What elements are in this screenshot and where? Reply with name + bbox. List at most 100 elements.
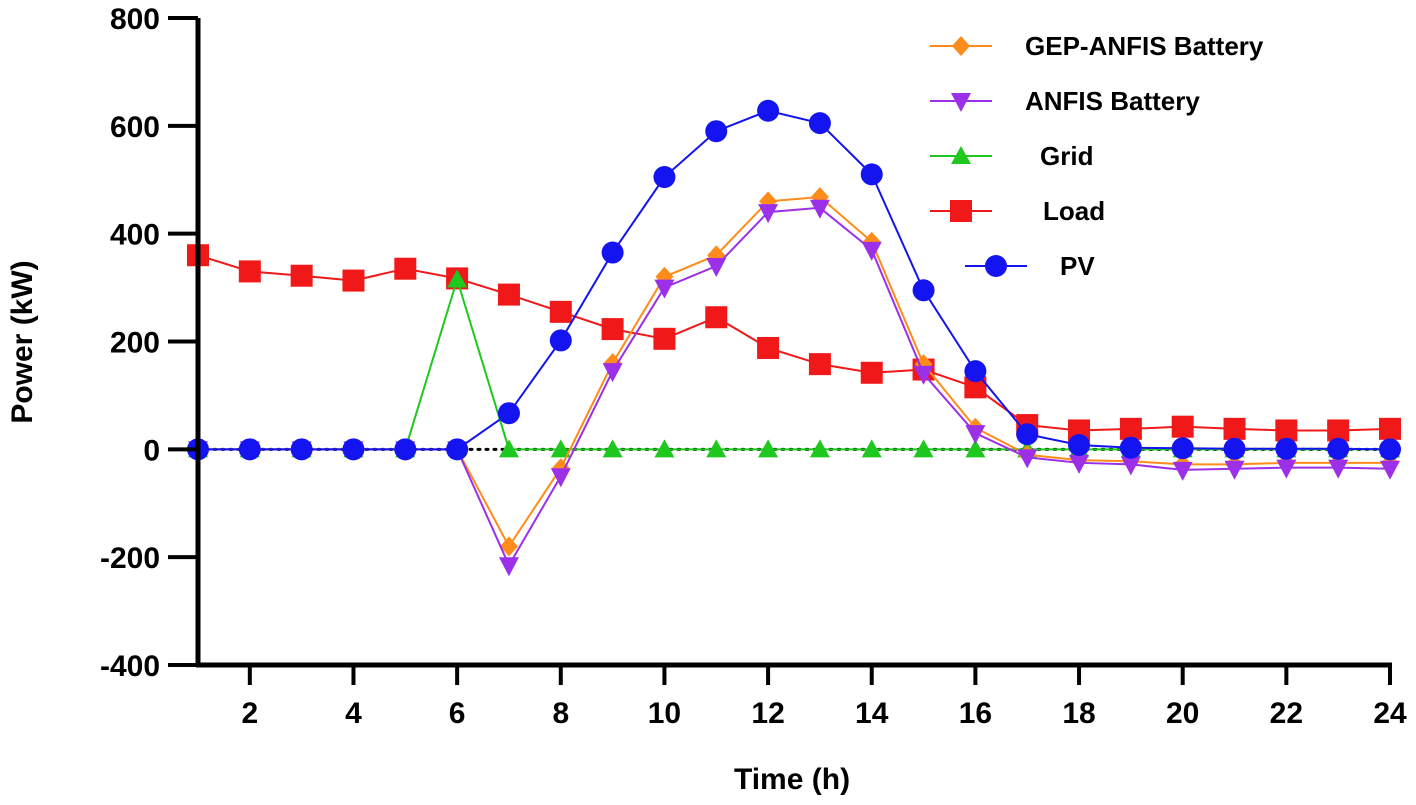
y-tick-label: 200: [110, 327, 160, 360]
legend-label: Grid: [1040, 141, 1093, 171]
data-point-pv: [912, 279, 935, 302]
data-point-load: [1171, 415, 1194, 438]
data-point-anfis-battery: [758, 204, 779, 224]
data-point-grid: [861, 439, 882, 458]
data-point-load: [1275, 419, 1298, 442]
data-point-pv: [1171, 437, 1194, 460]
legend-label: Load: [1043, 196, 1105, 226]
data-point-anfis-battery: [654, 279, 675, 299]
x-tick-label: 18: [1062, 697, 1095, 730]
data-point-anfis-battery: [498, 557, 519, 577]
data-point-load: [1327, 419, 1350, 442]
series-pv: [187, 99, 1401, 461]
data-point-pv: [238, 438, 261, 461]
data-point-load: [808, 353, 831, 376]
data-point-pv: [757, 99, 780, 122]
data-point-anfis-battery: [1276, 459, 1297, 479]
x-tick-label: 16: [959, 697, 992, 730]
legend-item-gep-anfis-battery: GEP-ANFIS Battery: [930, 31, 1264, 61]
data-point-pv: [808, 112, 831, 135]
data-point-load: [290, 264, 313, 287]
x-tick-label: 4: [345, 697, 362, 730]
y-tick-label: 600: [110, 111, 160, 144]
data-point-anfis-battery: [809, 199, 830, 219]
y-tick-label: -400: [100, 650, 160, 683]
x-tick-label: 8: [552, 697, 569, 730]
data-point-anfis-battery: [1172, 461, 1193, 481]
series-anfis-battery: [188, 199, 1400, 577]
data-point-anfis-battery: [602, 363, 623, 383]
series-load: [187, 244, 1401, 442]
y-axis-title: Power (kW): [6, 260, 39, 423]
data-point-anfis-battery: [1224, 460, 1245, 480]
y-tick-label: 400: [110, 219, 160, 252]
data-point-grid: [550, 439, 571, 458]
data-point-anfis-battery: [1120, 456, 1141, 476]
x-tick-label: 24: [1373, 697, 1407, 730]
data-point-pv: [342, 438, 365, 461]
data-point-load: [705, 306, 728, 329]
data-point-load: [342, 269, 365, 292]
legend-marker-gep-anfis-battery: [952, 36, 970, 56]
x-tick-label: 12: [751, 697, 784, 730]
legend-marker-grid: [951, 146, 971, 164]
series-gep-anfis-battery: [189, 187, 1399, 557]
data-point-anfis-battery: [913, 365, 934, 385]
data-point-grid: [913, 439, 934, 458]
data-point-gep-anfis-battery: [499, 536, 518, 557]
x-tick-label: 20: [1166, 697, 1199, 730]
data-point-pv: [290, 438, 313, 461]
y-tick-label: 0: [143, 434, 160, 467]
legend-item-pv: PV: [965, 251, 1095, 281]
data-point-grid: [447, 269, 468, 288]
data-point-anfis-battery: [1017, 449, 1038, 469]
legend: GEP-ANFIS Battery ANFIS Battery Grid Load PV: [930, 31, 1264, 281]
x-tick-label: 2: [241, 697, 258, 730]
y-tick-label: -200: [100, 542, 160, 575]
data-point-pv: [601, 241, 624, 264]
data-point-pv: [1379, 438, 1401, 461]
data-point-pv: [1327, 437, 1350, 460]
data-point-pv: [446, 438, 469, 461]
data-point-anfis-battery: [706, 258, 727, 278]
data-point-grid: [654, 439, 675, 458]
data-point-load: [1119, 417, 1142, 440]
data-point-anfis-battery: [1328, 459, 1349, 479]
legend-label: GEP-ANFIS Battery: [1025, 31, 1264, 61]
data-point-load: [497, 283, 520, 306]
data-point-pv: [1275, 437, 1298, 460]
data-point-load: [1379, 417, 1401, 440]
data-point-anfis-battery: [1069, 454, 1090, 474]
data-point-grid: [965, 439, 986, 458]
data-point-pv: [964, 360, 987, 383]
x-tick-label: 6: [449, 697, 466, 730]
data-point-load: [964, 376, 987, 399]
data-point-anfis-battery: [1380, 460, 1400, 480]
data-point-anfis-battery: [965, 425, 986, 445]
data-point-load: [549, 300, 572, 323]
legend-label: PV: [1060, 251, 1095, 281]
data-point-anfis-battery: [550, 468, 571, 488]
data-point-pv: [1068, 434, 1091, 457]
data-point-pv: [1016, 423, 1039, 446]
series-line-pv: [198, 109, 1391, 451]
data-point-pv: [394, 438, 417, 461]
data-point-anfis-battery: [861, 241, 882, 261]
legend-item-load: Load: [930, 196, 1105, 226]
data-point-load: [601, 318, 624, 341]
data-point-pv: [653, 166, 676, 189]
data-point-load: [653, 327, 676, 350]
y-tick-label: 800: [110, 3, 160, 36]
data-point-grid: [602, 439, 623, 458]
data-point-pv: [860, 163, 883, 186]
legend-marker-load: [950, 200, 972, 222]
x-tick-label: 14: [855, 697, 889, 730]
data-point-pv: [1223, 437, 1246, 460]
series-line-grid: [198, 276, 1390, 451]
data-point-pv: [705, 120, 728, 143]
series-line-gep-anfis-battery: [198, 195, 1390, 549]
data-point-grid: [758, 439, 779, 458]
data-point-grid: [706, 439, 727, 458]
